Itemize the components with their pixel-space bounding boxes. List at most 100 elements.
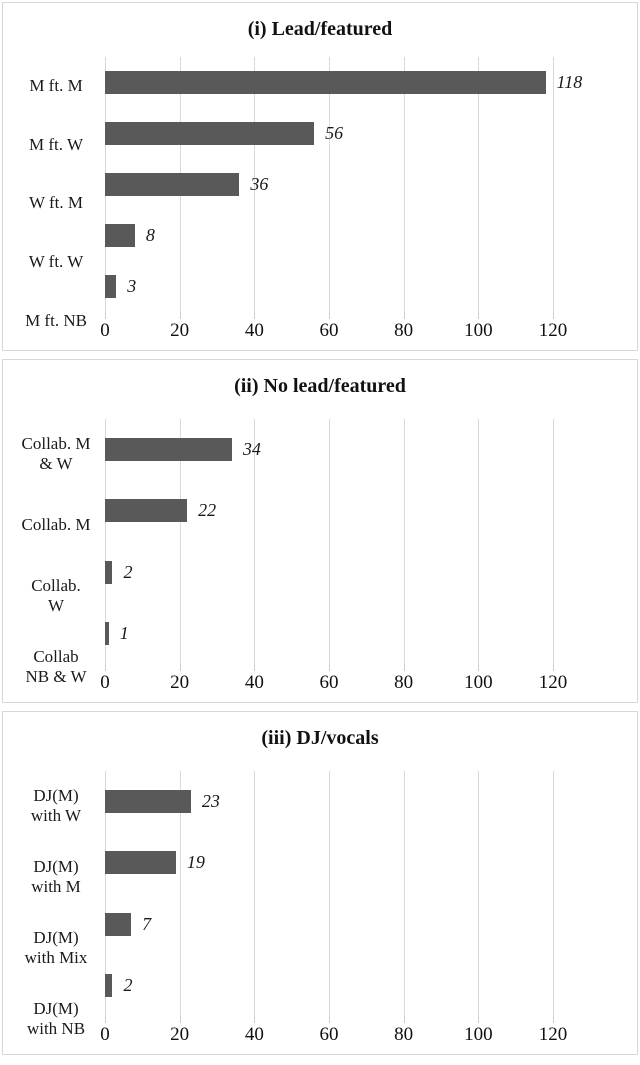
tick-mark	[179, 312, 181, 319]
tick-mark	[254, 1016, 256, 1023]
data-label: 1	[119, 622, 129, 643]
tick-mark	[553, 1016, 554, 1023]
x-axis-tick-label: 100	[464, 1024, 493, 1045]
plot-wrap: 23 19 7 2 0 20 40 60 80 100 120	[100, 771, 567, 1054]
bar	[105, 438, 232, 462]
plot-area: 118 56 36 8 3	[105, 57, 582, 312]
tick-mark	[403, 664, 405, 671]
tick-mark	[254, 312, 256, 319]
data-label: 7	[142, 913, 152, 934]
chart-panel-no-lead-featured: (ii) No lead/featured Collab. M & W Colla…	[2, 359, 638, 703]
tick-mark	[403, 1016, 405, 1023]
chart-body: Collab. M & W Collab. M Collab. W Collab NB…	[3, 419, 637, 702]
x-axis-tick-label: 100	[464, 672, 493, 693]
gridline	[403, 57, 405, 312]
bar-row: 56	[105, 108, 553, 159]
x-axis-tick-label: 80	[394, 320, 414, 341]
x-axis-tick-label: 40	[244, 672, 264, 693]
x-axis-tick-label: 80	[394, 1024, 414, 1045]
bar-row: 22	[105, 480, 553, 541]
chart-title: (i) Lead/featured	[247, 18, 393, 40]
bar-row: 2	[105, 955, 553, 1016]
plot-wrap: 34 22 2 1 0 20 40 60 80 100 120	[100, 419, 567, 702]
bar	[105, 275, 117, 298]
tick-mark	[553, 312, 554, 319]
category-axis: M ft. M M ft. W W ft. M W ft. W M ft. NB	[11, 57, 105, 350]
gridline	[105, 771, 106, 1016]
gridline	[403, 419, 405, 664]
x-axis-tick-label: 60	[319, 320, 339, 341]
tick-mark	[105, 664, 106, 671]
tick-mark	[553, 664, 554, 671]
bar-row: 23	[105, 771, 553, 832]
category-label: Collab NB & W	[25, 646, 87, 686]
bar	[105, 973, 113, 997]
bar	[105, 621, 109, 645]
x-axis-tick-label: 120	[538, 672, 568, 693]
tick-mark	[329, 1016, 330, 1023]
x-axis-tick-label: 120	[538, 1024, 568, 1045]
tick-mark	[329, 312, 330, 319]
x-axis-tick-label: 20	[170, 320, 190, 341]
x-axis-tick-label: 20	[170, 1024, 190, 1045]
x-axis-tick-label: 0	[100, 320, 110, 341]
data-label: 36	[250, 174, 269, 194]
gridlines	[105, 419, 554, 664]
gridline	[553, 57, 554, 312]
data-label: 2	[123, 561, 133, 582]
x-axis-tick-label: 40	[244, 320, 264, 341]
bar-row: 2	[105, 542, 553, 603]
gridline	[329, 771, 330, 1016]
tick-mark	[403, 312, 405, 319]
bar-rows: 34 22 2 1	[105, 419, 553, 664]
data-label: 22	[198, 500, 217, 521]
gridline	[254, 771, 256, 1016]
gridline	[105, 419, 106, 664]
tick-mark	[478, 312, 480, 319]
tick-mark	[179, 664, 181, 671]
bar	[105, 499, 188, 523]
x-axis-tick-label: 120	[538, 320, 568, 341]
chart-panel-lead-featured: (i) Lead/featured M ft. M M ft. W W ft. M W…	[2, 2, 638, 351]
bar-row: 36	[105, 159, 553, 210]
bar-row: 118	[105, 57, 582, 108]
bar-rows: 118 56 36 8 3	[105, 57, 582, 312]
plot-area: 34 22 2 1	[105, 419, 554, 664]
x-axis: 0 20 40 60 80 100 120	[100, 312, 567, 350]
bar	[105, 790, 191, 814]
gridline	[553, 771, 554, 1016]
gridline	[478, 419, 480, 664]
x-axis-tick-label: 20	[170, 672, 190, 693]
gridline	[254, 57, 256, 312]
tick-mark	[478, 664, 480, 671]
x-axis: 0 20 40 60 80 100 120	[100, 1016, 567, 1054]
chart-body: DJ(M) with W DJ(M) with M DJ(M) with Mix DJ…	[3, 771, 637, 1054]
category-axis: DJ(M) with W DJ(M) with M DJ(M) with Mix DJ…	[11, 771, 105, 1054]
gridline	[478, 57, 480, 312]
x-axis-tick-label: 0	[100, 672, 110, 693]
bar	[105, 851, 176, 875]
bar	[105, 122, 315, 145]
bar	[105, 912, 132, 936]
bar-row: 34	[105, 419, 553, 480]
data-label: 19	[186, 852, 205, 873]
x-axis-tick-label: 0	[100, 1024, 110, 1045]
category-axis: Collab. M & W Collab. M Collab. W Collab NB…	[11, 419, 105, 702]
gridline	[553, 419, 554, 664]
data-label: 118	[556, 72, 583, 92]
tick-mark	[105, 1016, 106, 1023]
gridline	[179, 419, 181, 664]
gridlines	[105, 771, 554, 1016]
chart-panel-dj-vocals: (iii) DJ/vocals DJ(M) with W DJ(M) with M…	[2, 711, 638, 1055]
tick-mark	[179, 1016, 181, 1023]
bar-row: 1	[105, 603, 553, 664]
chart-title: (iii) DJ/vocals	[261, 727, 379, 749]
category-label: DJ(M) with W	[30, 786, 82, 826]
gridline	[403, 771, 405, 1016]
chart-title: (ii) No lead/featured	[234, 375, 406, 397]
bar	[105, 560, 113, 584]
gridline	[478, 771, 480, 1016]
category-label: DJ(M) with NB	[26, 998, 86, 1038]
category-label: W ft. M	[29, 193, 83, 213]
